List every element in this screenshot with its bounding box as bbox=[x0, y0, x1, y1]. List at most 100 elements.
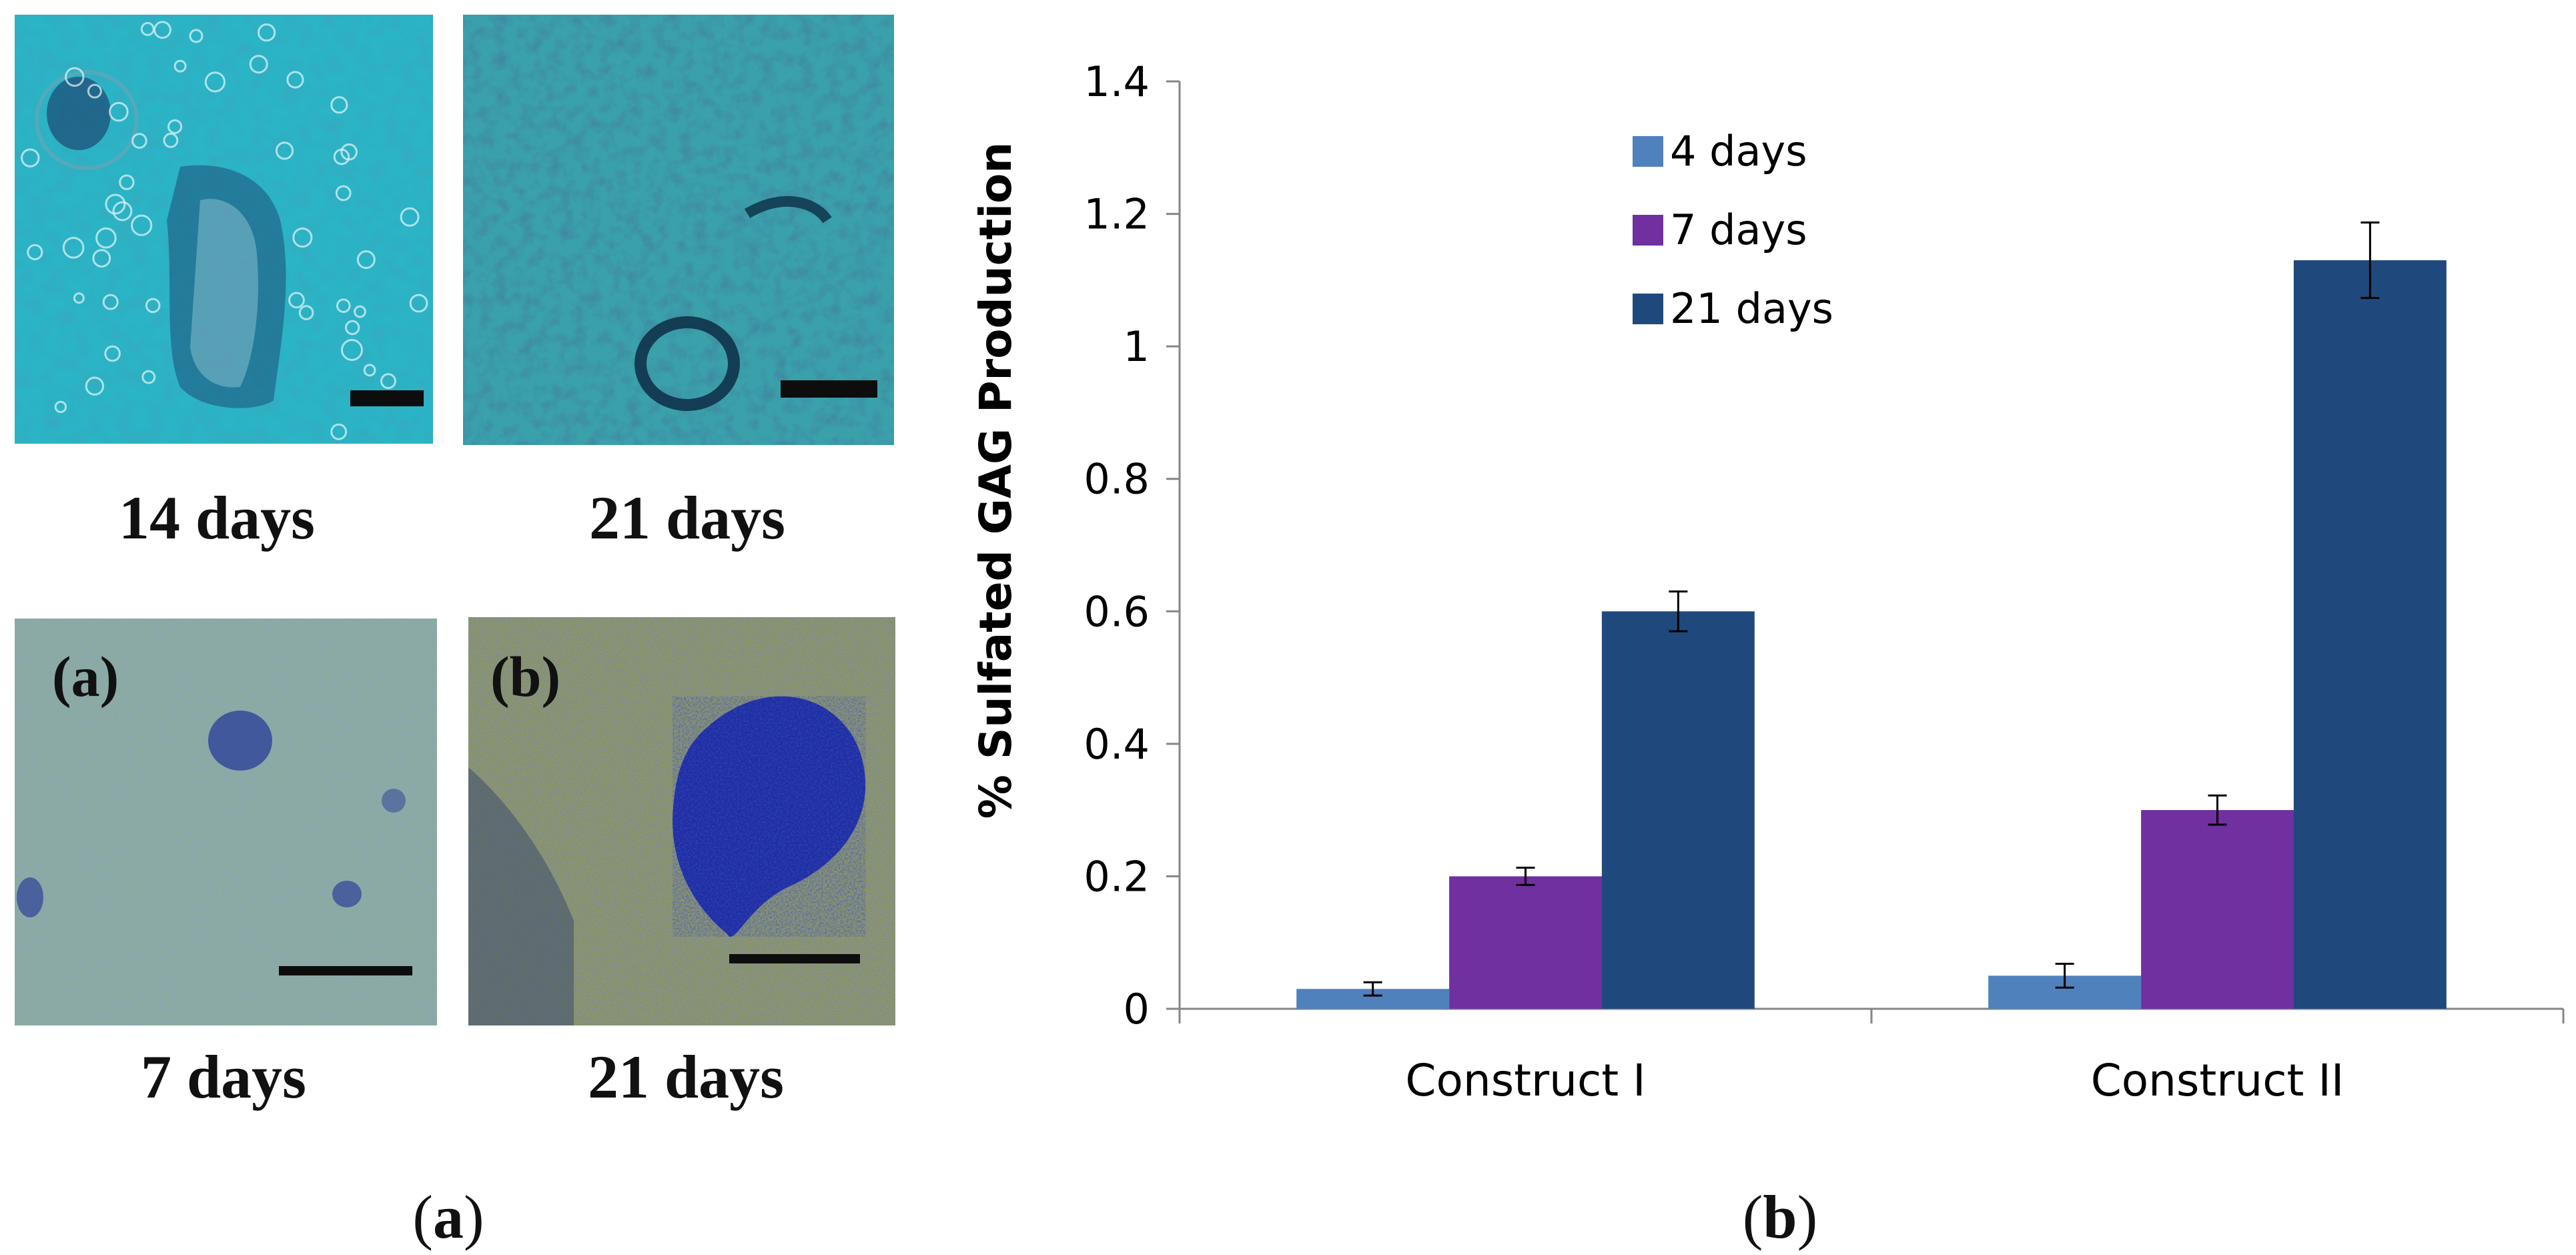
small-cell bbox=[163, 133, 179, 148]
scale-bar bbox=[781, 380, 877, 398]
x-category-label: Construct I bbox=[1405, 1055, 1645, 1106]
small-cell bbox=[335, 185, 352, 201]
small-cell bbox=[153, 21, 171, 39]
small-cell bbox=[105, 193, 126, 215]
legend-swatch bbox=[1633, 136, 1663, 167]
cell-ring bbox=[634, 316, 740, 411]
small-cell bbox=[330, 423, 348, 440]
micrograph-14-days bbox=[15, 15, 433, 444]
small-cell bbox=[333, 148, 350, 165]
small-cell bbox=[298, 305, 314, 320]
small-cell bbox=[112, 201, 133, 222]
micrograph-2-texture bbox=[463, 15, 894, 445]
small-cell bbox=[21, 148, 40, 167]
small-cell bbox=[292, 228, 313, 248]
small-cell bbox=[102, 294, 119, 310]
cell-cluster-1 bbox=[35, 70, 286, 408]
micrograph-21-days-bottom: (b) bbox=[468, 617, 895, 1025]
legend-swatch bbox=[1633, 294, 1663, 324]
micrograph-7-days: (a) bbox=[15, 618, 437, 1025]
small-cell bbox=[288, 292, 305, 309]
chart-legend: 4 days 7 days 21 days bbox=[1633, 127, 1833, 333]
panel-a: (a) (b) 14 days 21 days 7 days 21 days (… bbox=[15, 15, 895, 1251]
y-tick-label: 1.2 bbox=[1084, 190, 1150, 239]
scale-bar bbox=[279, 966, 412, 975]
small-cell bbox=[167, 119, 183, 134]
bar-21-days-Construct-I bbox=[1601, 611, 1755, 1009]
legend-label: 21 days bbox=[1670, 284, 1833, 333]
caption-21-days-bottom: 21 days bbox=[588, 1043, 784, 1111]
panel-label-b: (b) bbox=[1743, 1183, 1817, 1251]
small-cell bbox=[275, 141, 294, 160]
micrograph-21-days-top bbox=[463, 15, 894, 445]
small-cell bbox=[249, 55, 268, 74]
error-bar bbox=[2055, 962, 2074, 989]
small-cell bbox=[356, 250, 376, 270]
caption-7-days: 7 days bbox=[141, 1043, 306, 1111]
legend-label: 4 days bbox=[1670, 127, 1807, 175]
small-cell bbox=[87, 83, 102, 99]
legend-swatch bbox=[1633, 215, 1663, 246]
small-cell bbox=[119, 174, 135, 190]
small-cell bbox=[73, 292, 85, 304]
scale-bar bbox=[729, 954, 860, 963]
small-cell bbox=[27, 244, 43, 261]
small-cell bbox=[54, 400, 67, 414]
y-tick-label: 0.8 bbox=[1084, 455, 1150, 504]
y-tick-label: 0.4 bbox=[1084, 720, 1150, 769]
scale-bar bbox=[350, 390, 424, 406]
small-cell bbox=[65, 67, 85, 87]
x-category-label: Construct II bbox=[2091, 1055, 2344, 1106]
small-cell bbox=[131, 133, 147, 149]
small-cell bbox=[141, 370, 156, 384]
small-cell bbox=[173, 59, 187, 73]
micrograph-3-texture bbox=[15, 618, 437, 1025]
bar-series bbox=[1296, 221, 2447, 1009]
error-bar bbox=[1363, 981, 1382, 997]
y-tick-label: 1 bbox=[1124, 322, 1150, 371]
y-tick-label: 0 bbox=[1124, 985, 1150, 1033]
small-cell bbox=[363, 364, 376, 377]
panel-label-a: (a) bbox=[412, 1183, 484, 1251]
y-axis-ticks: 0 0.2 0.4 0.6 0.8 1 1.2 1.4 bbox=[1084, 57, 1180, 1033]
small-cell bbox=[341, 339, 363, 361]
small-cell bbox=[204, 71, 226, 93]
micrograph-label-b: (b) bbox=[490, 645, 560, 709]
small-cell bbox=[104, 345, 121, 362]
small-cell bbox=[330, 96, 348, 114]
caption-14-days: 14 days bbox=[119, 484, 315, 552]
y-tick-label: 0.2 bbox=[1084, 852, 1150, 901]
error-bar bbox=[2360, 221, 2380, 300]
legend-label: 7 days bbox=[1670, 205, 1807, 254]
small-cell bbox=[131, 214, 153, 236]
y-tick-label: 0.6 bbox=[1084, 587, 1150, 636]
small-cells bbox=[21, 21, 428, 440]
small-cell bbox=[409, 294, 428, 313]
small-cell bbox=[286, 71, 304, 89]
x-axis-category-labels: Construct I Construct II bbox=[1405, 1055, 2344, 1106]
error-bar bbox=[2208, 794, 2227, 826]
bar-7-days-Construct-I bbox=[1449, 876, 1602, 1009]
small-cell bbox=[62, 237, 85, 259]
small-cell bbox=[336, 298, 351, 314]
small-cell bbox=[345, 320, 360, 336]
small-cell bbox=[92, 249, 111, 268]
small-cell bbox=[400, 207, 420, 227]
small-cell bbox=[258, 23, 276, 42]
micrograph-label-a: (a) bbox=[52, 645, 119, 709]
small-cell bbox=[95, 227, 117, 249]
small-cell bbox=[354, 305, 366, 318]
small-cell bbox=[85, 376, 105, 396]
caption-21-days-top: 21 days bbox=[589, 484, 785, 552]
panel-b-chart: % Sulfated GAG Production 0 0.2 0.4 0.6 0.8 1… bbox=[970, 57, 2565, 1251]
small-cell bbox=[145, 298, 161, 314]
y-tick-label: 1.4 bbox=[1084, 57, 1150, 106]
bar-7-days-Construct-II bbox=[2141, 810, 2294, 1009]
y-axis-label: % Sulfated GAG Production bbox=[970, 142, 1021, 819]
small-cell bbox=[380, 373, 396, 390]
small-cell bbox=[189, 29, 203, 43]
bar-21-days-Construct-II bbox=[2293, 260, 2447, 1009]
stained-cell bbox=[208, 711, 272, 771]
error-bar bbox=[1516, 867, 1535, 886]
